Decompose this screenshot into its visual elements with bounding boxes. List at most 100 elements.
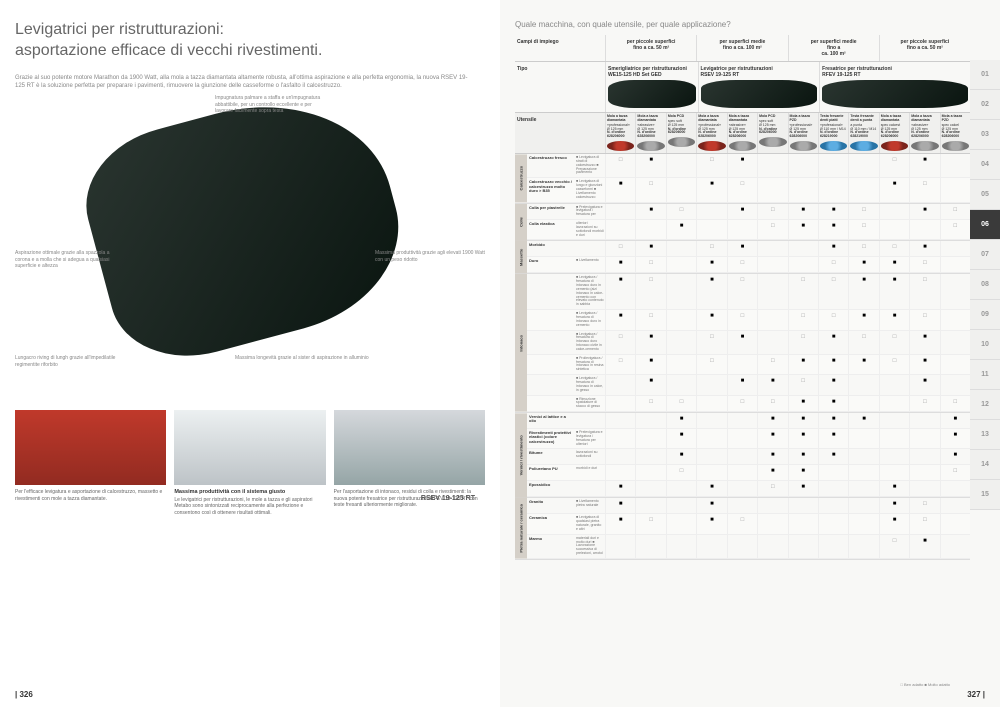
suitability-cell: □ (788, 331, 818, 354)
section-tab[interactable]: 10 (970, 330, 1000, 360)
suitability-cell (848, 178, 878, 201)
suitability-cell (788, 535, 818, 558)
suitability-cell (848, 514, 878, 533)
bottom-cards: Per l'efficace levigatura e asportazione… (15, 410, 485, 516)
suitability-cell: ■ (696, 178, 726, 201)
suitability-cell: ■ (635, 154, 665, 177)
suitability-cell: □ (635, 396, 665, 412)
suitability-cell (727, 220, 757, 239)
suitability-cell (909, 449, 939, 464)
category-group: Vernici / rivestimentoVernici al lattice… (515, 413, 970, 498)
suitability-cell (635, 413, 665, 428)
section-tab[interactable]: 03 (970, 120, 1000, 150)
suitability-cell: ■ (696, 274, 726, 309)
suitability-cell: □ (879, 331, 909, 354)
suitability-cell (635, 465, 665, 480)
tool-ord: N. d'ordine 628206000 (698, 131, 725, 139)
data-row: ■ Rimozione spatolature di stucco di ges… (527, 396, 970, 413)
suitability-cell: □ (848, 241, 878, 256)
section-tab[interactable]: 12 (970, 390, 1000, 420)
suitability-cell: ■ (788, 396, 818, 412)
section-tab[interactable]: 13 (970, 420, 1000, 450)
suitability-cell: □ (848, 220, 878, 239)
suitability-cell (788, 257, 818, 272)
tool-name: Mola a tazza diamantata (698, 115, 725, 123)
section-tab[interactable]: 02 (970, 90, 1000, 120)
material-desc: morbidi e duri (575, 465, 605, 480)
suitability-cell: ■ (605, 257, 635, 272)
suitability-cell: ■ (818, 375, 848, 394)
suitability-cell (605, 375, 635, 394)
suitability-cell (940, 355, 970, 374)
category-label: Calcestruzzo (515, 154, 527, 202)
suitability-cell (788, 241, 818, 256)
suitability-cell (757, 498, 787, 513)
suitability-cell (666, 154, 696, 177)
suitability-cell: ■ (848, 257, 878, 272)
suitability-cell: ■ (818, 429, 848, 448)
suitability-cell (727, 449, 757, 464)
material-name (527, 375, 575, 394)
suitability-cell: □ (879, 154, 909, 177)
section-tab[interactable]: 09 (970, 300, 1000, 330)
callout-1: Impugnatura palmare a staffa e un'impugn… (215, 95, 325, 115)
suitability-cell: □ (727, 178, 757, 201)
suitability-cell: □ (848, 331, 878, 354)
section-tab[interactable]: 08 (970, 270, 1000, 300)
matrix-data: CalcestruzzoCalcestruzzo fresco■ Levigat… (515, 154, 970, 560)
suitability-cell: ■ (757, 449, 787, 464)
suitability-cell (818, 178, 848, 201)
suitability-cell (727, 535, 757, 558)
page-number-right: 327 | (967, 690, 985, 699)
suitability-cell: □ (909, 178, 939, 201)
suitability-cell: ■ (696, 498, 726, 513)
suitability-cell (757, 310, 787, 329)
data-row: Colla elasticaulteriori lavorazioni su s… (527, 220, 970, 240)
tool-header: Mola a tazza diamantata«abrasive»Ø 125 m… (909, 113, 939, 153)
suitability-cell: ■ (909, 331, 939, 354)
tool-icon (942, 141, 969, 151)
suitability-cell (757, 154, 787, 177)
suitability-cell: ■ (635, 375, 665, 394)
category-label: Colle (515, 204, 527, 241)
section-tab[interactable]: 11 (970, 360, 1000, 390)
section-tab[interactable]: 05 (970, 180, 1000, 210)
section-tab[interactable]: 15 (970, 480, 1000, 510)
suitability-cell: ■ (818, 241, 848, 256)
legend: □ Ben adatto ■ Molto adatto (900, 682, 950, 687)
suitability-cell: ■ (696, 514, 726, 533)
suitability-cell: □ (788, 375, 818, 394)
category-group: MassettoMorbido□■□■■□□■Duro■ Livellament… (515, 241, 970, 274)
info-card: Per l'efficace levigatura e asportazione… (15, 410, 166, 516)
right-page: Quale macchina, con quale utensile, per … (500, 0, 1000, 707)
suitability-cell: ■ (666, 220, 696, 239)
suitability-cell: ■ (909, 154, 939, 177)
material-name (527, 274, 575, 309)
section-tab[interactable]: 04 (970, 150, 1000, 180)
suitability-cell (848, 449, 878, 464)
suitability-cell (909, 429, 939, 448)
material-desc: ■ Levigatura di qualsiasi pietra natural… (575, 514, 605, 533)
suitability-cell: □ (940, 396, 970, 412)
suitability-cell (940, 274, 970, 309)
section-tab[interactable]: 14 (970, 450, 1000, 480)
material-desc: materiali duri e molto duri ■ Lavorazion… (575, 535, 605, 558)
material-name: Vernici al lattice e a olio (527, 413, 575, 428)
section-tab[interactable]: 01 (970, 60, 1000, 90)
suitability-cell: ■ (848, 274, 878, 309)
suitability-cell: ■ (605, 514, 635, 533)
data-row: Calcestruzzo vecchio / calcestruzzo molt… (527, 178, 970, 202)
tool-icon (698, 141, 725, 151)
section-tab[interactable]: 06 (970, 210, 1000, 240)
matrix-header-surfaces: Campi di impiego per piccole superfici f… (515, 35, 970, 62)
suitability-cell (879, 413, 909, 428)
suitability-cell: □ (788, 310, 818, 329)
suitability-cell: □ (757, 355, 787, 374)
material-name: Colla per piastrelle (527, 204, 575, 220)
tool-name: Testa fresante denti a punta (850, 115, 877, 123)
suitability-cell: ■ (818, 204, 848, 220)
suitability-cell: □ (666, 396, 696, 412)
section-tab[interactable]: 07 (970, 240, 1000, 270)
suitability-cell (909, 413, 939, 428)
suitability-cell (605, 396, 635, 412)
